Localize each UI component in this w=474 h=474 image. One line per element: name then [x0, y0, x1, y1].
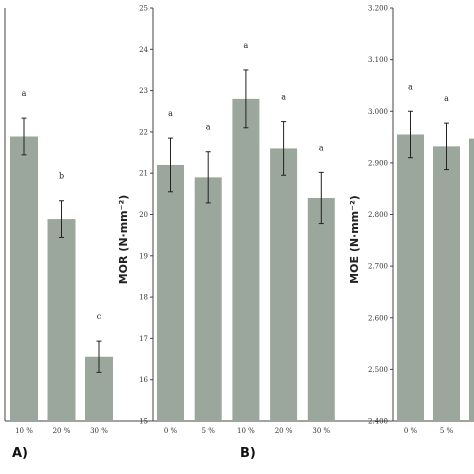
x-tick-label: 0 % — [404, 427, 418, 435]
bar — [270, 148, 298, 422]
y-axis-title: MOR (N·mm⁻²) — [117, 195, 130, 285]
significance-letter: a — [206, 123, 211, 132]
y-tick-label: 22 — [139, 128, 148, 136]
bar — [194, 177, 222, 421]
y-tick-label: 2.900 — [368, 159, 388, 167]
y-tick-label: 17 — [139, 335, 148, 343]
y-tick-label: 3.100 — [368, 56, 388, 64]
bar — [307, 197, 335, 421]
bar — [157, 164, 184, 421]
y-tick-label: 2.800 — [368, 211, 388, 219]
bar — [47, 219, 76, 421]
bar — [433, 146, 460, 422]
x-tick-label: 30 % — [90, 427, 108, 435]
y-tick-label: 16 — [139, 376, 148, 384]
y-tick-label: 2.600 — [368, 314, 388, 322]
y-tick-label: 24 — [139, 46, 148, 54]
bar — [397, 134, 424, 421]
y-tick-label: 15 — [139, 418, 148, 426]
x-tick-label: 5 % — [202, 427, 216, 435]
y-tick-label: 21 — [139, 170, 148, 178]
x-tick-label: 10 % — [237, 427, 255, 435]
significance-letter: c — [97, 312, 102, 321]
y-tick-label: 3.200 — [368, 5, 388, 13]
y-tick-label: 25 — [139, 5, 148, 13]
bar — [10, 136, 38, 421]
x-tick-label: 10 % — [15, 427, 33, 435]
x-tick-label: 5 % — [440, 427, 454, 435]
y-tick-label: 20 — [139, 211, 148, 219]
significance-letter: a — [444, 94, 449, 103]
y-tick-label: 18 — [139, 294, 148, 302]
x-tick-label: 20 % — [275, 427, 293, 435]
significance-letter: a — [168, 109, 173, 118]
y-axis-title: MOE (N·mm⁻²) — [348, 195, 361, 284]
y-tick-label: 2.500 — [368, 366, 388, 374]
significance-letter: a — [22, 89, 27, 98]
significance-letter: b — [59, 172, 64, 181]
significance-letter: a — [408, 82, 413, 91]
x-tick-label: 30 % — [312, 427, 330, 435]
significance-letter: a — [244, 41, 249, 50]
panel-label: A) — [12, 446, 28, 461]
x-tick-label: 0 % — [164, 427, 178, 435]
significance-letter: a — [319, 143, 324, 152]
y-tick-label: 23 — [139, 87, 148, 95]
bar — [469, 138, 474, 421]
significance-letter: a — [281, 93, 286, 102]
y-tick-label: 19 — [139, 252, 148, 260]
y-tick-label: 3.000 — [368, 108, 388, 116]
y-tick-label: 2.400 — [368, 418, 388, 426]
x-tick-label: 20 % — [53, 427, 71, 435]
panel-label: B) — [240, 446, 256, 461]
bar — [232, 98, 260, 422]
y-tick-label: 2.700 — [368, 263, 388, 271]
